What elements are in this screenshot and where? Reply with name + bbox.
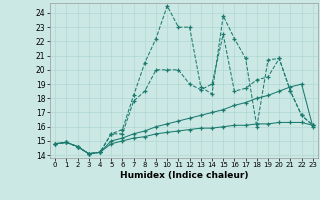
X-axis label: Humidex (Indice chaleur): Humidex (Indice chaleur)	[120, 171, 248, 180]
